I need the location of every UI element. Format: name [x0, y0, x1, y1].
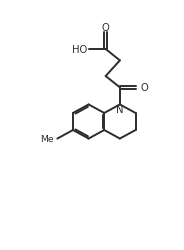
Text: Me: Me	[41, 134, 54, 143]
Text: O: O	[140, 83, 148, 93]
Text: N: N	[116, 104, 124, 114]
Text: HO: HO	[72, 45, 88, 55]
Text: O: O	[102, 23, 109, 33]
